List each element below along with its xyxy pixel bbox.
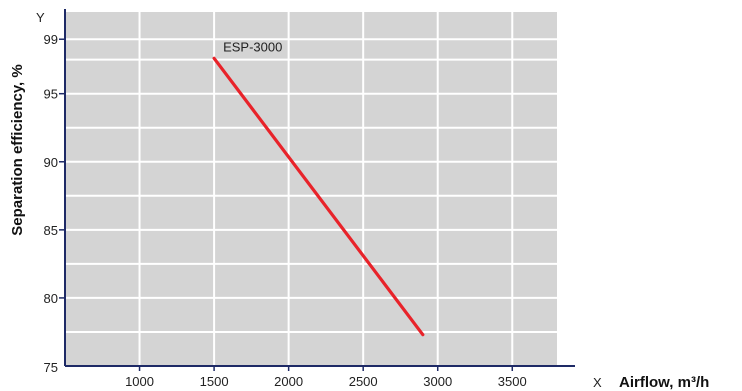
- x-tick-label: 1500: [200, 374, 229, 389]
- series-line: [212, 56, 425, 337]
- x-tick-label: 3000: [423, 374, 452, 389]
- y-axis-letter: Y: [36, 10, 45, 25]
- tick-labels: 1000 1500 2000 2500 3000 3500 80 85 90 95 99: [44, 32, 527, 389]
- series-layer: ESP-3000: [212, 39, 425, 337]
- y-tick-label: 85: [44, 223, 58, 238]
- x-axis-letter: X: [593, 375, 602, 390]
- y-axis-title: Separation efficiency, %: [9, 64, 26, 235]
- y-tick-label: 80: [44, 291, 58, 306]
- x-tick-label: 1000: [125, 374, 154, 389]
- x-tick-label: 2000: [274, 374, 303, 389]
- x-tick-label: 2500: [349, 374, 378, 389]
- y-tick-label: 90: [44, 155, 58, 170]
- x-tick-label: 3500: [498, 374, 527, 389]
- series-label: ESP-3000: [223, 39, 282, 54]
- y-origin-label: 75: [44, 360, 58, 375]
- y-tick-label: 95: [44, 87, 58, 102]
- x-axis-title: Airflow, m³/h: [619, 374, 709, 391]
- y-tick-label: 99: [44, 32, 58, 47]
- grid: [64, 12, 557, 366]
- axes: [59, 9, 575, 371]
